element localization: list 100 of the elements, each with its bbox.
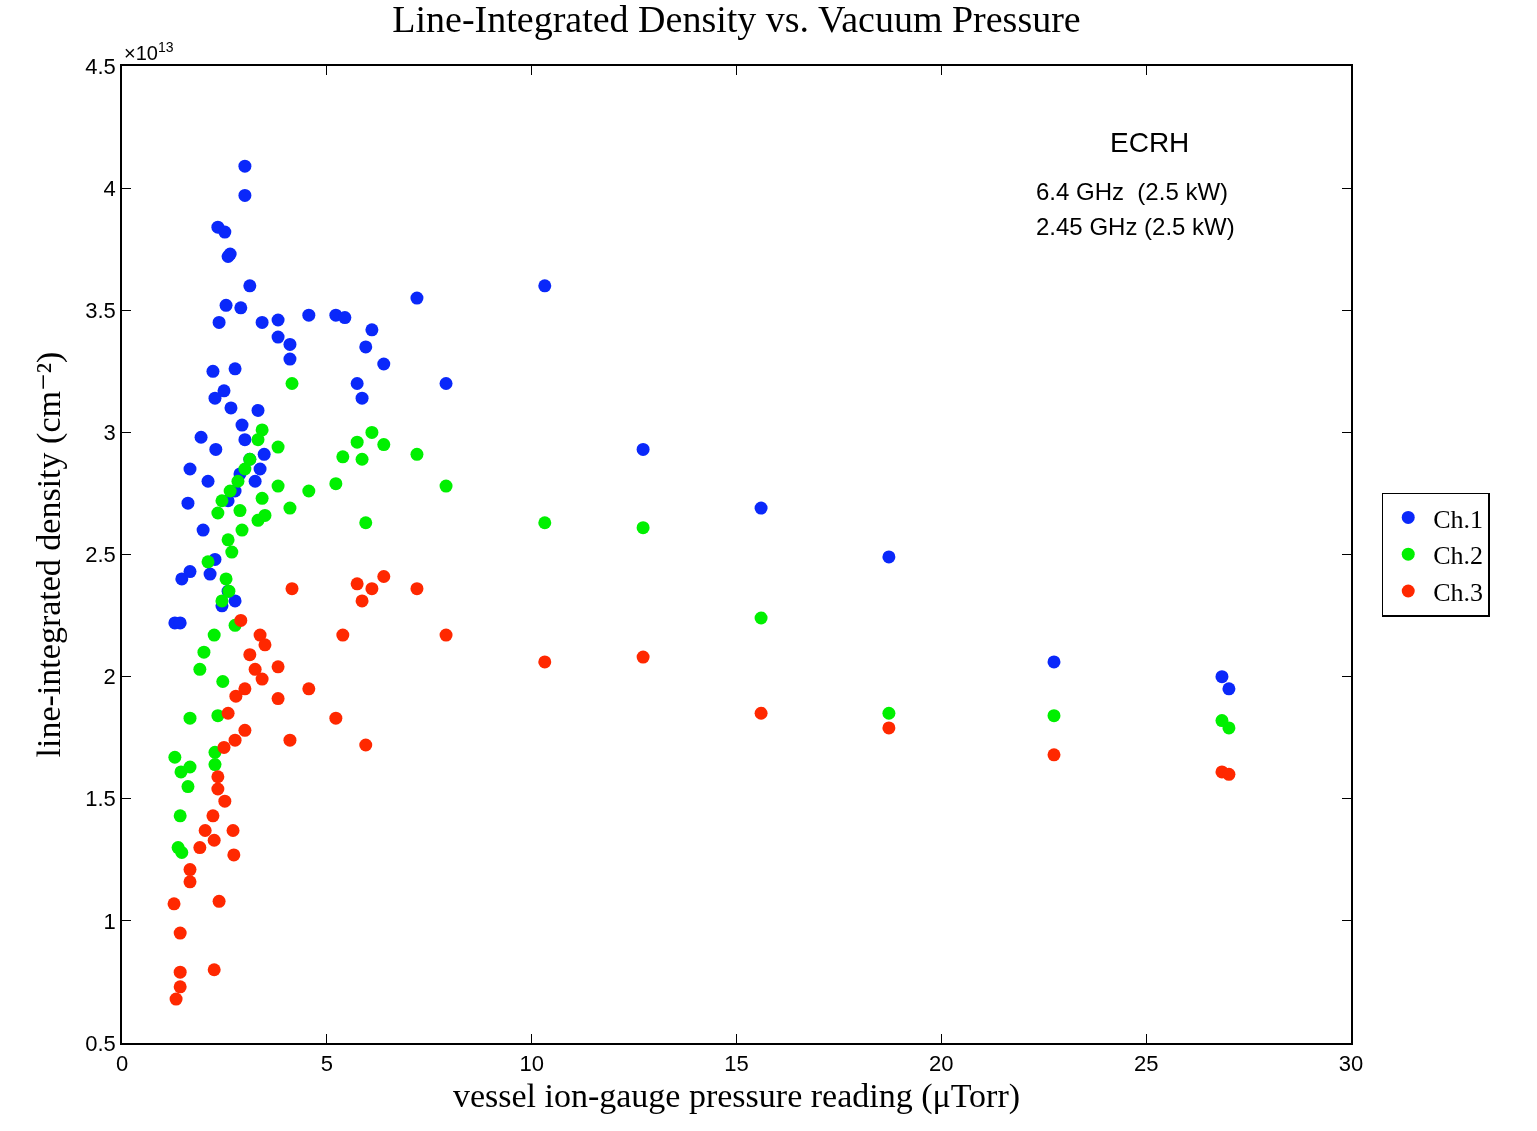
point [248,662,262,676]
legend-label: Ch.2 [1433,541,1484,571]
point [255,672,269,686]
x-tick-label: 0 [115,1051,129,1077]
point [359,738,373,752]
chart-title: Line-Integrated Density vs. Vacuum Pressure [392,0,1081,41]
point [198,824,212,837]
point [271,479,285,493]
point [377,438,391,452]
y-tick-label: 1 [103,908,116,934]
point [211,770,225,784]
point [255,491,269,505]
point [538,655,552,669]
point [217,740,231,754]
x-tick-label: 5 [320,1051,333,1077]
point [211,782,225,796]
point [218,794,232,808]
point [226,824,240,837]
y-tick-label: 2.5 [85,542,116,568]
point [173,965,187,979]
point [235,523,249,537]
point [377,569,391,583]
point [231,474,245,488]
y-tick-label: 3.5 [85,297,116,323]
point [410,582,424,596]
point [238,682,252,696]
point [754,611,768,625]
point [227,848,241,862]
point [211,709,225,723]
point [169,992,183,1006]
point [538,516,552,530]
point [216,675,230,688]
point [183,863,197,877]
point [228,733,242,747]
point [1047,709,1061,723]
annotation: 6.4 GHz (2.5 kW) [1036,178,1229,205]
point [221,706,235,720]
point [1047,748,1061,762]
y-axis-title: line-integrated density (cm⁻²) [30,351,69,758]
point [167,897,181,911]
point [208,758,222,772]
point [271,440,285,454]
point [234,613,248,627]
point [285,582,299,596]
point [207,628,221,642]
y-tick-label: 0.5 [85,1030,116,1056]
point [215,494,229,508]
point [359,516,373,530]
point [882,706,896,720]
point [329,477,343,491]
point [193,841,207,855]
point [350,435,364,449]
point [283,501,297,515]
y-tick-label: 3 [103,420,116,446]
x-tick-label: 10 [519,1051,544,1077]
point [1222,721,1236,735]
point [206,809,220,823]
point [207,963,221,977]
point [197,645,211,659]
point [183,760,197,774]
point [219,572,233,586]
point [168,750,182,764]
point [215,594,229,608]
point [233,504,247,518]
point [251,433,265,447]
legend-label: Ch.3 [1433,578,1484,608]
point [365,582,379,596]
point [350,577,364,591]
y-tick-label: 2 [103,664,116,690]
point [175,845,189,859]
point [173,926,187,940]
point [754,706,768,720]
point [221,533,235,547]
point [882,721,896,735]
point [238,462,252,476]
point [173,980,187,994]
y-tick-label: 4.5 [85,53,116,79]
point [439,479,453,493]
point [410,447,424,461]
point [285,377,299,391]
point [302,682,316,696]
point [183,711,197,725]
text: ×10$^{13}$ [124,39,174,65]
x-tick-label: 25 [1133,1051,1159,1077]
point [211,506,225,520]
point [225,545,239,559]
point [283,733,297,747]
y-tick-label: 4 [103,175,116,201]
point [302,484,316,498]
x-tick-label: 30 [1338,1051,1364,1077]
point [336,628,350,642]
point [636,650,650,664]
point [258,638,272,652]
point [355,594,369,608]
point [229,689,243,703]
y-tick-label: 1.5 [85,786,116,812]
x-tick-label: 15 [724,1051,749,1077]
point [271,660,285,674]
point [243,648,257,662]
annotation: 2.45 GHz (2.5 kW) [1036,213,1235,240]
